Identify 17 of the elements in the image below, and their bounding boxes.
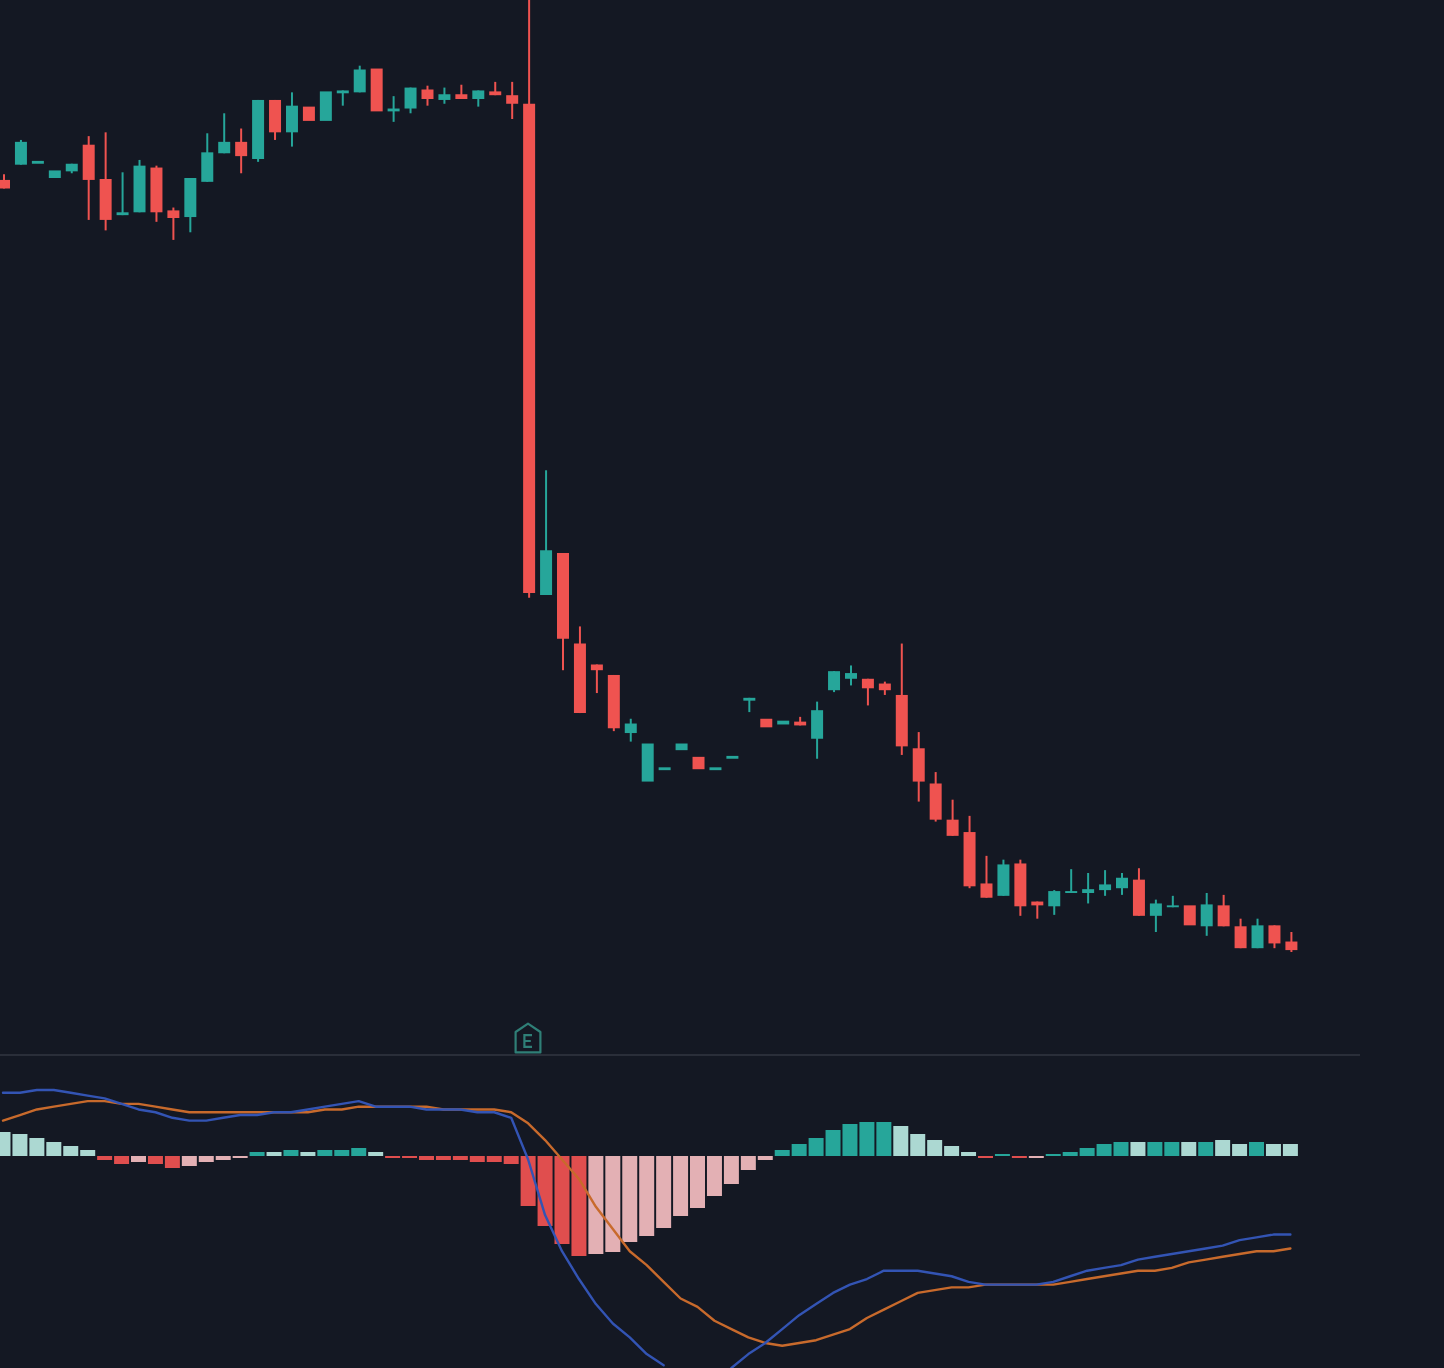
candlestick bbox=[692, 756, 705, 770]
candlestick bbox=[116, 172, 129, 216]
bar bbox=[1130, 1142, 1146, 1156]
candlestick bbox=[1183, 905, 1196, 926]
bar bbox=[1249, 1142, 1265, 1156]
candlestick bbox=[675, 743, 688, 751]
bar bbox=[131, 1156, 147, 1162]
candlestick bbox=[370, 68, 383, 112]
bar bbox=[283, 1150, 299, 1156]
candlestick bbox=[1065, 869, 1078, 893]
bar bbox=[1181, 1142, 1197, 1156]
candlestick bbox=[641, 743, 654, 782]
candlestick bbox=[302, 106, 315, 121]
candlestick bbox=[319, 91, 332, 121]
candlestick bbox=[760, 718, 773, 728]
candlestick bbox=[48, 170, 61, 179]
bar bbox=[1198, 1142, 1214, 1156]
